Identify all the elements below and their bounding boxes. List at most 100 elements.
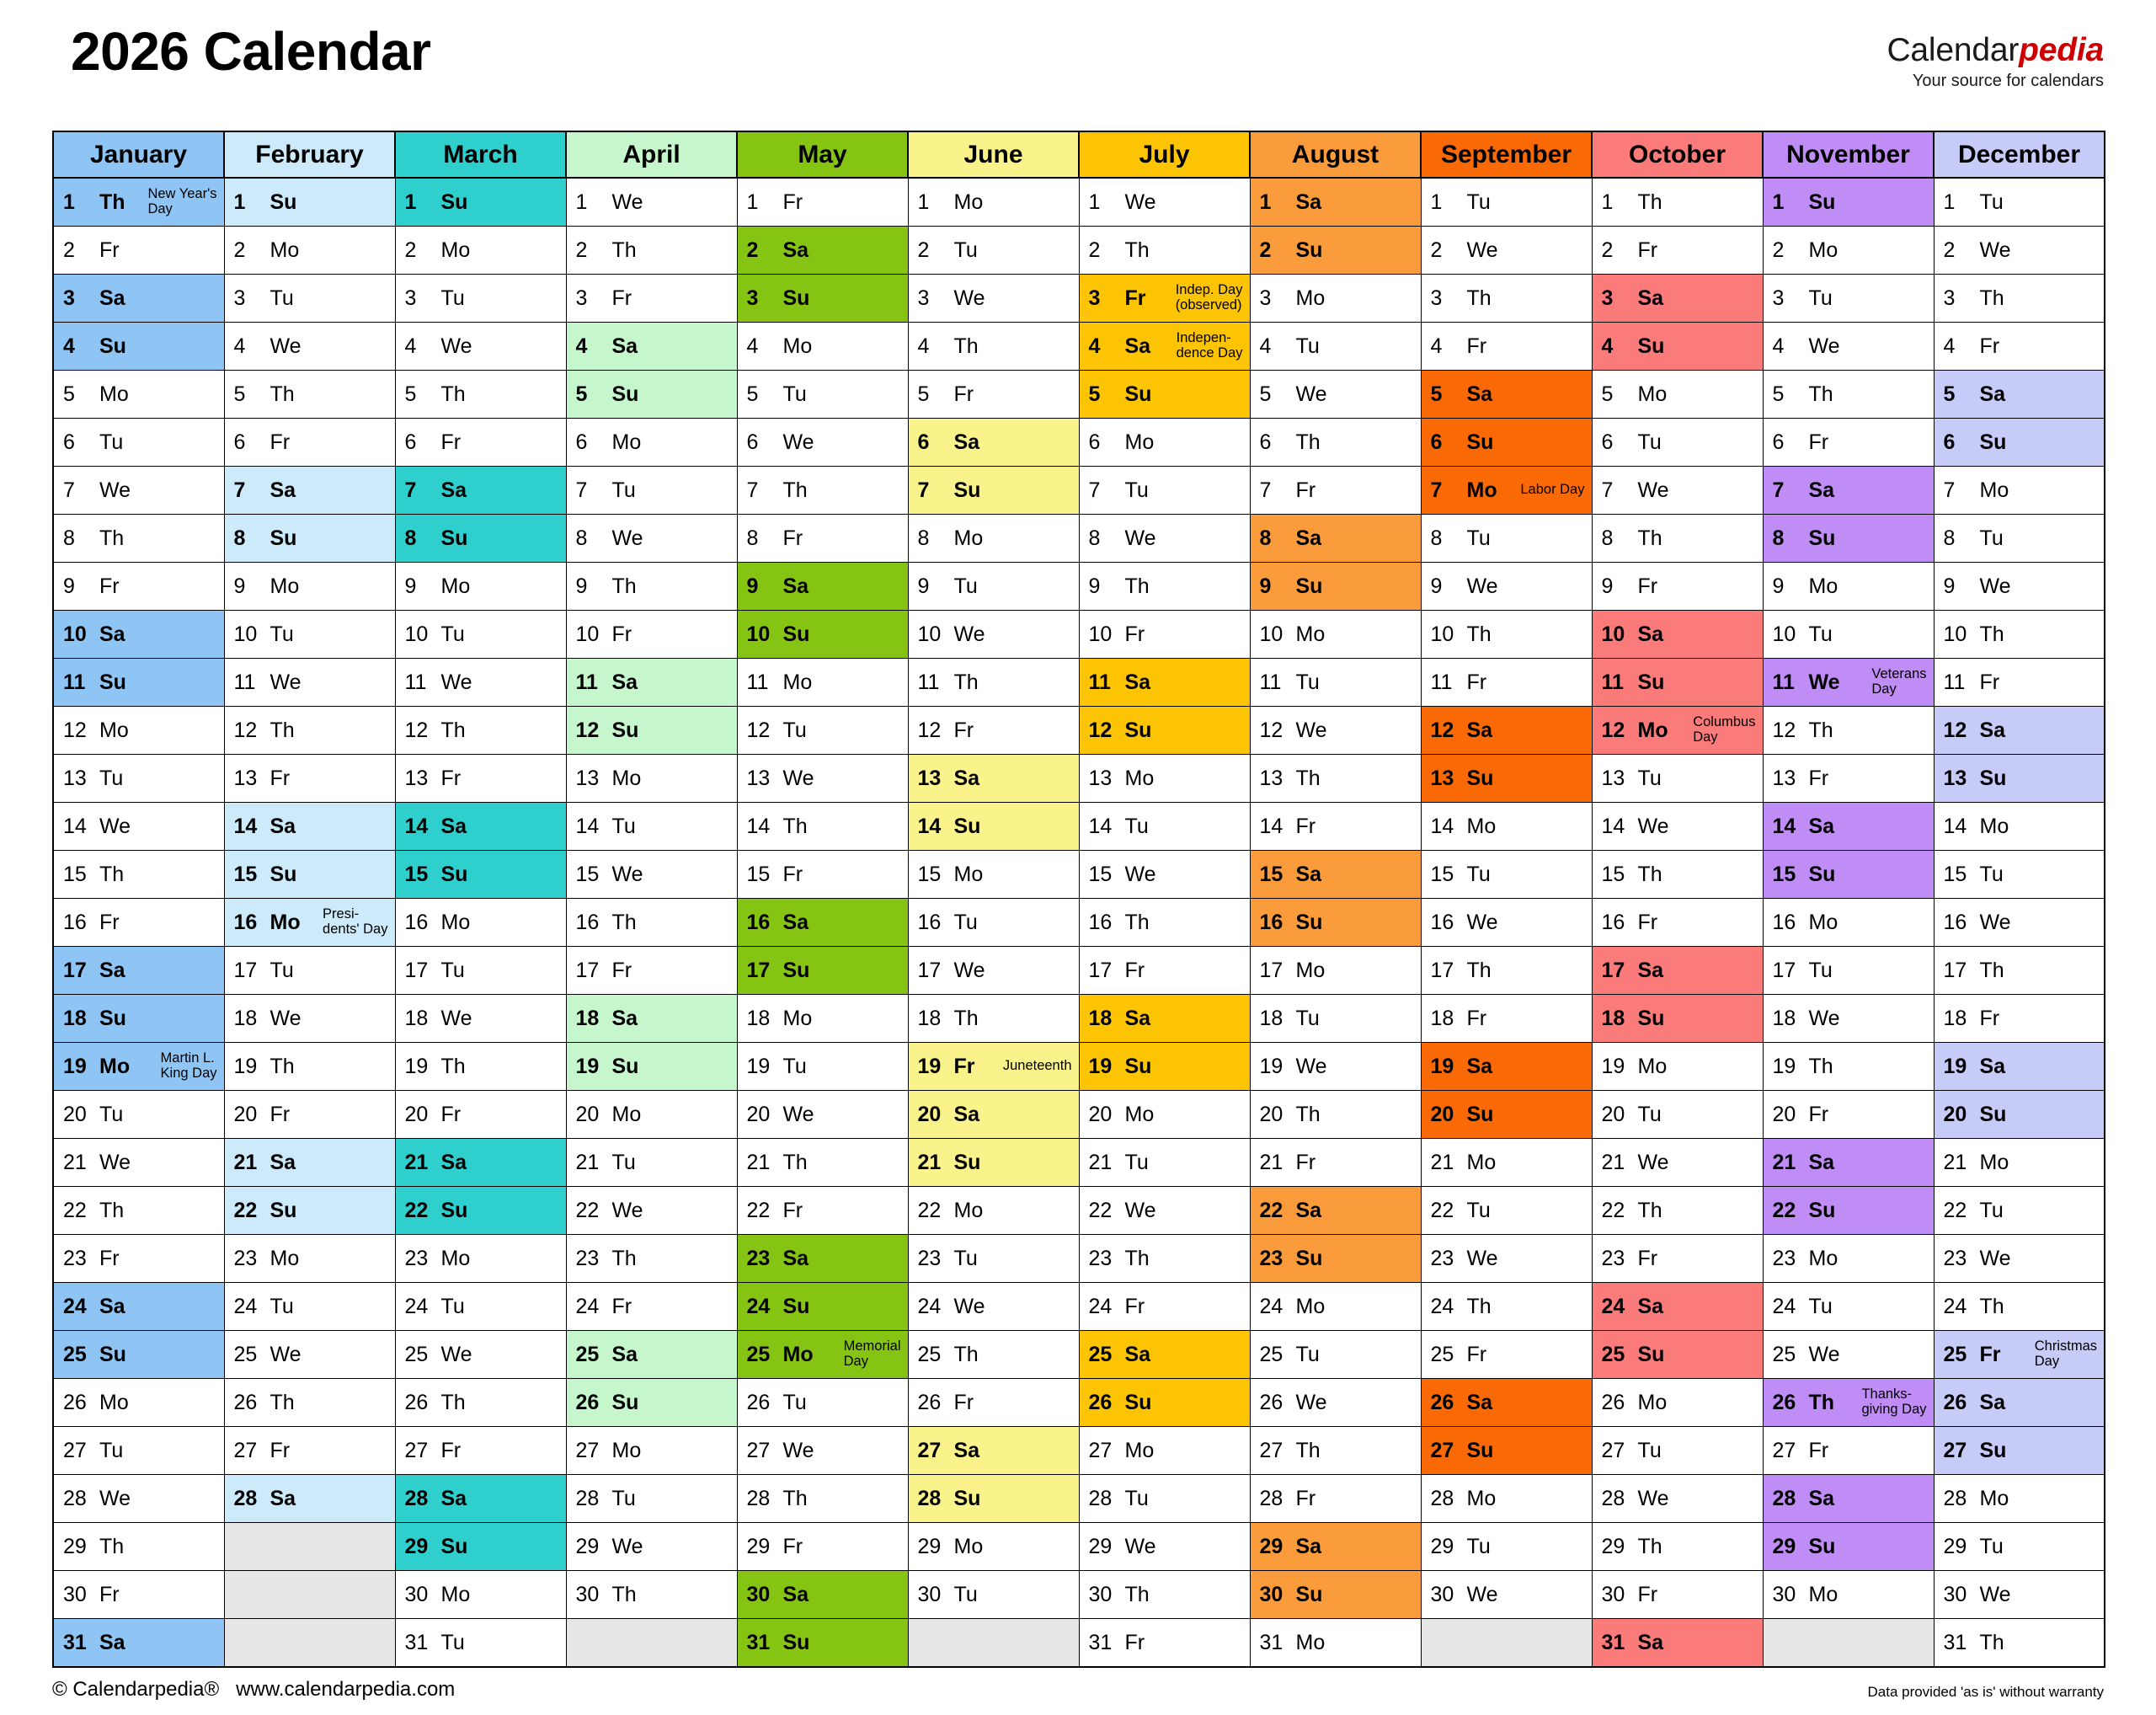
day-cell[interactable]: 21 Sa <box>394 1138 567 1187</box>
day-cell[interactable]: 22 Fr <box>736 1186 909 1235</box>
day-cell[interactable]: 20 Tu <box>52 1090 225 1139</box>
day-cell[interactable]: 27 Th <box>1249 1426 1422 1475</box>
day-cell[interactable]: 27 Tu <box>1591 1426 1764 1475</box>
day-cell[interactable]: 26 Sa <box>1933 1378 2105 1427</box>
day-cell[interactable]: 7 We <box>1591 466 1764 515</box>
day-cell[interactable]: 22 Tu <box>1933 1186 2105 1235</box>
day-cell[interactable]: 28 We <box>52 1474 225 1523</box>
day-cell[interactable]: 13 Su <box>1933 754 2105 803</box>
day-cell[interactable]: 10 Th <box>1420 610 1593 659</box>
day-cell[interactable]: 20 Fr <box>394 1090 567 1139</box>
day-cell[interactable]: 2 Th <box>1078 226 1251 275</box>
day-cell[interactable]: 26 Su <box>1078 1378 1251 1427</box>
day-cell[interactable]: 30 Mo <box>1762 1570 1935 1619</box>
day-cell[interactable]: 22 We <box>565 1186 738 1235</box>
day-cell[interactable]: 2 Fr <box>52 226 225 275</box>
day-cell[interactable]: 7 Su <box>907 466 1080 515</box>
day-cell[interactable]: 12 Th <box>394 706 567 755</box>
day-cell[interactable]: 17 Tu <box>1762 946 1935 995</box>
day-cell[interactable]: 1 Sa <box>1249 177 1422 227</box>
day-cell[interactable]: 24 Sa <box>52 1282 225 1331</box>
day-cell[interactable]: 9 Mo <box>1762 562 1935 611</box>
day-cell[interactable]: 8 Su <box>394 514 567 563</box>
day-cell[interactable]: 30 We <box>1420 1570 1593 1619</box>
day-cell[interactable]: 9 Mo <box>394 562 567 611</box>
day-cell[interactable]: 26 Th <box>223 1378 396 1427</box>
day-cell[interactable]: 11 Th <box>907 658 1080 707</box>
day-cell[interactable]: 1 Tu <box>1933 177 2105 227</box>
day-cell[interactable]: 20 Su <box>1420 1090 1593 1139</box>
day-cell[interactable]: 11 Tu <box>1249 658 1422 707</box>
day-cell[interactable]: 20 Fr <box>223 1090 396 1139</box>
day-cell[interactable]: 25 Sa <box>1078 1330 1251 1379</box>
day-cell[interactable]: 23 Tu <box>907 1234 1080 1283</box>
day-cell[interactable]: 13 We <box>736 754 909 803</box>
day-cell[interactable]: 11 We <box>223 658 396 707</box>
day-cell[interactable]: 21 Mo <box>1933 1138 2105 1187</box>
day-cell[interactable]: 9 We <box>1933 562 2105 611</box>
day-cell[interactable]: 16 We <box>1933 898 2105 947</box>
day-cell[interactable]: 16 Th <box>565 898 738 947</box>
day-cell[interactable]: 7 Tu <box>1078 466 1251 515</box>
day-cell[interactable]: 11 Su <box>1591 658 1764 707</box>
day-cell[interactable]: 29 We <box>1078 1522 1251 1571</box>
day-cell[interactable]: 16 Mo <box>394 898 567 947</box>
day-cell[interactable]: 10 Sa <box>52 610 225 659</box>
day-cell[interactable]: 19 Tu <box>736 1042 909 1091</box>
day-cell[interactable]: 1 Th New Year's Day <box>52 177 225 227</box>
day-cell[interactable]: 16 Fr <box>52 898 225 947</box>
day-cell[interactable]: 24 Fr <box>1078 1282 1251 1331</box>
day-cell[interactable]: 14 Sa <box>1762 802 1935 851</box>
day-cell[interactable]: 13 Mo <box>1078 754 1251 803</box>
day-cell[interactable]: 6 Fr <box>1762 418 1935 467</box>
day-cell[interactable]: 16 Fr <box>1591 898 1764 947</box>
day-cell[interactable]: 25 We <box>223 1330 396 1379</box>
day-cell[interactable]: 14 Su <box>907 802 1080 851</box>
day-cell[interactable]: 24 Tu <box>1762 1282 1935 1331</box>
day-cell[interactable]: 29 Fr <box>736 1522 909 1571</box>
day-cell[interactable]: 29 Mo <box>907 1522 1080 1571</box>
day-cell[interactable]: 3 Tu <box>223 274 396 323</box>
day-cell[interactable]: 16 Su <box>1249 898 1422 947</box>
day-cell[interactable]: 28 Tu <box>565 1474 738 1523</box>
day-cell[interactable]: 11 Su <box>52 658 225 707</box>
day-cell[interactable]: 16 We <box>1420 898 1593 947</box>
day-cell[interactable]: 31 Sa <box>52 1618 225 1668</box>
day-cell[interactable]: 5 Sa <box>1420 370 1593 419</box>
day-cell[interactable]: 9 Tu <box>907 562 1080 611</box>
day-cell[interactable]: 20 Sa <box>907 1090 1080 1139</box>
day-cell[interactable]: 25 Fr <box>1420 1330 1593 1379</box>
day-cell[interactable]: 25 Fr Christmas Day <box>1933 1330 2105 1379</box>
day-cell[interactable]: 10 Fr <box>1078 610 1251 659</box>
day-cell[interactable]: 21 Sa <box>223 1138 396 1187</box>
day-cell[interactable]: 26 Fr <box>907 1378 1080 1427</box>
day-cell[interactable]: 7 Mo <box>1933 466 2105 515</box>
day-cell[interactable]: 9 Su <box>1249 562 1422 611</box>
day-cell[interactable]: 27 Fr <box>394 1426 567 1475</box>
day-cell[interactable]: 24 Sa <box>1591 1282 1764 1331</box>
day-cell[interactable]: 8 We <box>565 514 738 563</box>
day-cell[interactable]: 14 We <box>52 802 225 851</box>
day-cell[interactable]: 24 Tu <box>394 1282 567 1331</box>
day-cell[interactable]: 27 Fr <box>223 1426 396 1475</box>
day-cell[interactable]: 2 Sa <box>736 226 909 275</box>
day-cell[interactable]: 12 Mo <box>52 706 225 755</box>
day-cell[interactable]: 29 Th <box>52 1522 225 1571</box>
day-cell[interactable]: 1 Mo <box>907 177 1080 227</box>
day-cell[interactable]: 3 Fr Indep. Day (observed) <box>1078 274 1251 323</box>
day-cell[interactable]: 14 Tu <box>565 802 738 851</box>
day-cell[interactable]: 15 We <box>565 850 738 899</box>
day-cell[interactable]: 9 Sa <box>736 562 909 611</box>
day-cell[interactable]: 3 Tu <box>394 274 567 323</box>
day-cell[interactable]: 21 Su <box>907 1138 1080 1187</box>
day-cell[interactable]: 7 Tu <box>565 466 738 515</box>
day-cell[interactable]: 21 Mo <box>1420 1138 1593 1187</box>
day-cell[interactable]: 23 Mo <box>223 1234 396 1283</box>
day-cell[interactable]: 19 We <box>1249 1042 1422 1091</box>
day-cell[interactable]: 21 Tu <box>565 1138 738 1187</box>
day-cell[interactable]: 8 Sa <box>1249 514 1422 563</box>
day-cell[interactable]: 8 Mo <box>907 514 1080 563</box>
day-cell[interactable]: 29 Su <box>1762 1522 1935 1571</box>
day-cell[interactable]: 18 Su <box>1591 994 1764 1043</box>
day-cell[interactable]: 27 Fr <box>1762 1426 1935 1475</box>
